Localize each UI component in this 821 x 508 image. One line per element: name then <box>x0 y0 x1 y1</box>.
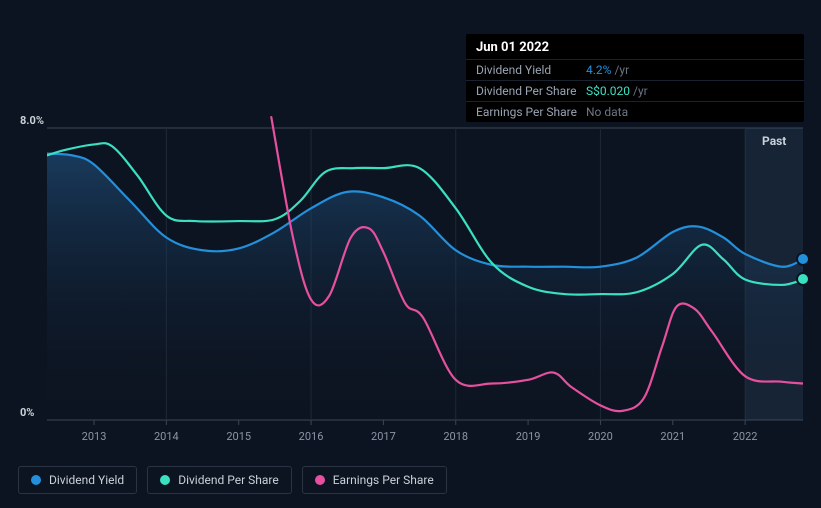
legend-swatch-icon <box>315 475 325 485</box>
legend-label: Earnings Per Share <box>333 473 434 487</box>
tooltip-row-unit: /yr <box>614 63 629 77</box>
tooltip-date: Jun 01 2022 <box>466 40 804 59</box>
x-axis-tick: 2016 <box>299 430 324 443</box>
x-axis-tick: 2018 <box>443 430 468 443</box>
y-axis-tick: 8.0% <box>20 114 44 127</box>
dividend-chart: Jun 01 2022 Dividend Yield4.2%/yrDividen… <box>0 0 821 508</box>
x-axis-tick: 2021 <box>660 430 685 443</box>
legend-label: Dividend Yield <box>49 473 124 487</box>
legend-swatch-icon <box>160 475 170 485</box>
past-label: Past <box>762 134 786 148</box>
tooltip-row-label: Earnings Per Share <box>476 105 586 119</box>
x-axis-tick: 2022 <box>733 430 758 443</box>
tooltip-row-label: Dividend Per Share <box>476 84 586 98</box>
tooltip-row-value: No data <box>586 105 628 119</box>
x-axis-tick: 2015 <box>226 430 251 443</box>
legend-item-dividend_yield[interactable]: Dividend Yield <box>18 466 137 494</box>
x-axis-tick: 2017 <box>371 430 396 443</box>
x-axis-tick: 2013 <box>82 430 107 443</box>
tooltip-row: Dividend Per ShareS$0.020/yr <box>466 80 804 101</box>
legend-label: Dividend Per Share <box>178 473 279 487</box>
x-axis-tick: 2020 <box>588 430 613 443</box>
tooltip-row-unit: /yr <box>633 84 648 98</box>
legend-item-dividend_per_share[interactable]: Dividend Per Share <box>147 466 292 494</box>
chart-tooltip: Jun 01 2022 Dividend Yield4.2%/yrDividen… <box>466 34 804 122</box>
x-axis-tick: 2019 <box>516 430 541 443</box>
y-axis-tick: 0% <box>20 406 34 419</box>
tooltip-row: Dividend Yield4.2%/yr <box>466 59 804 80</box>
tooltip-row: Earnings Per ShareNo data <box>466 101 804 122</box>
chart-legend: Dividend Yield Dividend Per Share Earnings… <box>18 466 447 494</box>
x-axis-tick: 2014 <box>154 430 179 443</box>
tooltip-row-label: Dividend Yield <box>476 63 586 77</box>
tooltip-row-value: 4.2% <box>586 63 611 77</box>
legend-item-earnings_per_share[interactable]: Earnings Per Share <box>302 466 447 494</box>
legend-swatch-icon <box>31 475 41 485</box>
tooltip-row-value: S$0.020 <box>586 84 630 98</box>
